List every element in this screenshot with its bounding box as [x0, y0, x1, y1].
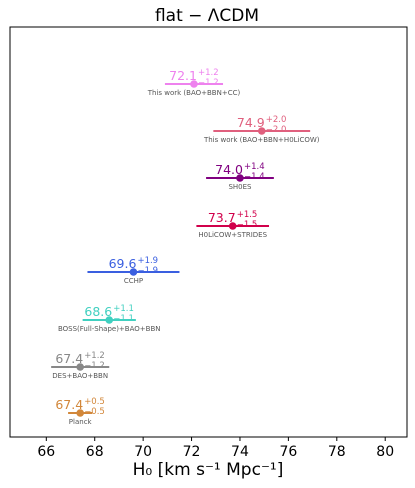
upper-error-label: +1.4 — [244, 162, 265, 172]
measurement-label: CCHP — [124, 277, 143, 285]
upper-error-label: +2.0 — [266, 115, 287, 125]
data-point — [228, 222, 237, 230]
plot-frame — [9, 26, 408, 438]
lower-error-label: −1.2 — [198, 78, 219, 88]
data-point — [76, 363, 85, 371]
value-label: 74.9 — [237, 115, 265, 130]
lower-error-label: −1.4 — [244, 172, 265, 182]
plot-area: 66 68 70 72 74 76 78 80 This work (BAO+BBN+CC) 72… — [37, 68, 394, 460]
chart-title: flat − ΛCDM — [155, 6, 259, 26]
x-tick-label: 78 — [328, 444, 346, 460]
value-label: 67.4 — [55, 397, 83, 412]
measurement-label: DES+BAO+BBN — [52, 372, 108, 380]
lower-error-label: −2.0 — [266, 125, 287, 135]
measurement-label: Planck — [69, 418, 93, 426]
x-tick-label: 74 — [231, 444, 249, 460]
upper-error-label: +1.2 — [84, 351, 105, 361]
lower-error-label: −1.5 — [237, 220, 258, 230]
x-tick-label: 72 — [183, 444, 201, 460]
upper-error-label: +1.2 — [198, 68, 219, 78]
lower-error-label: −1.2 — [84, 361, 105, 371]
x-tick-label: 76 — [279, 444, 297, 460]
data-point — [236, 174, 244, 182]
data-point — [105, 316, 114, 324]
value-label: 68.6 — [84, 304, 112, 319]
x-axis-label: H₀ [km s⁻¹ Mpc⁻¹] — [133, 460, 284, 480]
x-tick-label: 66 — [37, 444, 55, 460]
data-point — [257, 127, 266, 135]
data-point — [129, 268, 138, 276]
value-label: 67.4 — [55, 351, 83, 366]
upper-error-label: +1.5 — [237, 210, 258, 220]
measurement-label: This work (BAO+BBN+CC) — [147, 89, 241, 97]
lower-error-label: −0.5 — [84, 407, 105, 417]
x-tick-label: 68 — [86, 444, 104, 460]
measurement-label: SH0ES — [228, 183, 252, 191]
value-label: 69.6 — [109, 256, 137, 271]
lower-error-label: −1.9 — [137, 266, 158, 276]
lower-error-label: −1.1 — [113, 314, 134, 324]
data-point — [76, 409, 85, 417]
data-point — [190, 80, 198, 88]
value-label: 74.0 — [215, 162, 243, 177]
measurement-label: This work (BAO+BBN+H0LiCOW) — [203, 136, 320, 144]
value-label: 72.1 — [169, 68, 197, 83]
measurement-label: BOSS(Full-Shape)+BAO+BBN — [58, 325, 161, 333]
measurement-label: H0LiCOW+STRIDES — [198, 231, 267, 239]
value-label: 73.7 — [208, 210, 236, 225]
x-tick-label: 70 — [134, 444, 152, 460]
x-tick-label: 80 — [376, 444, 394, 460]
upper-error-label: +0.5 — [84, 397, 105, 407]
upper-error-label: +1.1 — [113, 304, 134, 314]
upper-error-label: +1.9 — [137, 256, 158, 266]
